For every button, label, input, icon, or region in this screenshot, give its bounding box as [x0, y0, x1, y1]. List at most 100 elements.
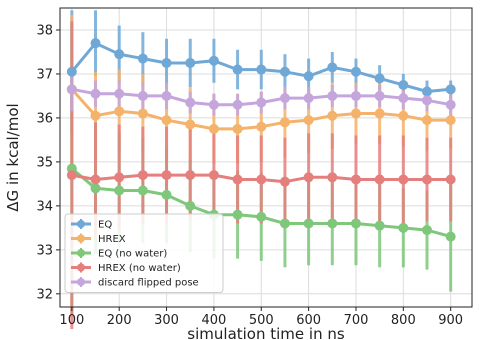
- y-tick-label: 32: [36, 287, 53, 302]
- data-point-eq: [398, 79, 409, 90]
- legend-swatch-marker-discard-flipped-pose: [77, 278, 85, 286]
- data-point-eq: [374, 73, 385, 84]
- data-point-hrex: [279, 117, 290, 128]
- data-point-discard-flipped-pose: [185, 97, 196, 108]
- data-point-eq-no-water: [90, 183, 101, 194]
- data-point-discard-flipped-pose: [90, 88, 101, 99]
- x-tick-label: 400: [201, 313, 226, 328]
- legend-box: [64, 213, 224, 293]
- data-point-discard-flipped-pose: [161, 90, 172, 101]
- legend-label-eq: EQ: [98, 220, 112, 231]
- data-point-eq-no-water: [422, 225, 433, 236]
- data-point-eq: [185, 57, 196, 68]
- data-point-discard-flipped-pose: [303, 93, 314, 104]
- data-point-eq: [90, 38, 101, 49]
- data-point-discard-flipped-pose: [374, 90, 385, 101]
- data-point-discard-flipped-pose: [422, 95, 433, 106]
- data-point-discard-flipped-pose: [350, 90, 361, 101]
- data-point-hrex-no-water: [161, 170, 172, 181]
- data-point-eq-no-water: [303, 218, 314, 229]
- data-point-eq-no-water: [350, 218, 361, 229]
- data-point-discard-flipped-pose: [327, 90, 338, 101]
- y-axis-ticks: 32 33 34 35 36 37 38: [36, 23, 60, 302]
- data-point-eq: [279, 66, 290, 77]
- data-point-hrex-no-water: [422, 174, 433, 185]
- data-point-discard-flipped-pose: [232, 99, 243, 110]
- data-point-hrex-no-water: [90, 174, 101, 185]
- data-point-eq-no-water: [185, 200, 196, 211]
- data-point-eq: [137, 53, 148, 64]
- data-point-hrex-no-water: [114, 172, 125, 183]
- legend-label-hrex: HREX: [98, 234, 126, 245]
- data-point-discard-flipped-pose: [208, 99, 219, 110]
- data-point-discard-flipped-pose: [66, 84, 77, 95]
- data-point-hrex-no-water: [398, 174, 409, 185]
- data-point-hrex-no-water: [256, 174, 267, 185]
- legend-swatch-marker-hrex-no-water: [77, 263, 85, 272]
- legend-swatch-marker-eq-no-water: [77, 249, 85, 257]
- data-point-hrex-no-water: [232, 174, 243, 185]
- data-point-hrex: [374, 108, 385, 119]
- data-point-eq-no-water: [445, 231, 456, 242]
- data-point-eq: [208, 55, 219, 66]
- data-point-eq-no-water: [232, 209, 243, 220]
- data-point-eq: [256, 64, 267, 75]
- data-point-hrex: [161, 115, 172, 126]
- legend-swatch-marker-hrex: [77, 234, 85, 243]
- x-tick-label: 800: [391, 313, 416, 328]
- data-point-discard-flipped-pose: [137, 90, 148, 101]
- y-tick-label: 38: [36, 23, 53, 38]
- x-tick-label: 700: [344, 313, 369, 328]
- data-point-hrex: [137, 108, 148, 119]
- data-point-eq: [161, 57, 172, 68]
- series-markers: [66, 38, 456, 242]
- data-point-hrex-no-water: [279, 176, 290, 187]
- y-axis-label: ΔG in kcal/mol: [4, 103, 22, 211]
- legend-label-discard-flipped-pose: discard flipped pose: [98, 278, 199, 289]
- data-point-eq: [114, 49, 125, 60]
- data-point-discard-flipped-pose: [445, 99, 456, 110]
- x-tick-label: 900: [438, 313, 463, 328]
- data-point-hrex: [114, 106, 125, 117]
- data-point-eq: [66, 66, 77, 77]
- data-point-hrex-no-water: [66, 170, 77, 181]
- data-point-eq-no-water: [137, 185, 148, 196]
- y-tick-label: 33: [36, 243, 53, 258]
- x-axis-ticks: 100 200 300 400 500 600 700 800 900: [59, 307, 463, 328]
- data-point-hrex-no-water: [208, 170, 219, 181]
- data-point-eq: [327, 62, 338, 73]
- x-tick-label: 100: [59, 313, 84, 328]
- data-point-hrex: [398, 110, 409, 121]
- data-point-hrex: [445, 115, 456, 126]
- data-point-hrex: [90, 110, 101, 121]
- data-point-hrex: [327, 110, 338, 121]
- data-point-hrex: [256, 121, 267, 132]
- x-tick-label: 300: [154, 313, 179, 328]
- legend-swatch-marker-eq: [77, 220, 85, 228]
- data-point-discard-flipped-pose: [279, 93, 290, 104]
- data-point-hrex-no-water: [350, 174, 361, 185]
- y-tick-label: 36: [36, 111, 53, 126]
- data-point-eq-no-water: [114, 185, 125, 196]
- x-axis-label: simulation time in ns: [187, 325, 345, 340]
- data-point-eq-no-water: [398, 222, 409, 233]
- data-point-eq: [422, 86, 433, 97]
- data-point-hrex: [422, 115, 433, 126]
- data-point-hrex: [350, 108, 361, 119]
- data-point-hrex: [232, 123, 243, 134]
- data-point-hrex: [208, 123, 219, 134]
- data-point-hrex-no-water: [185, 170, 196, 181]
- x-tick-label: 200: [107, 313, 132, 328]
- data-point-discard-flipped-pose: [398, 93, 409, 104]
- y-tick-label: 37: [36, 67, 53, 82]
- x-tick-label: 600: [296, 313, 321, 328]
- data-point-hrex-no-water: [327, 172, 338, 183]
- data-point-hrex-no-water: [374, 174, 385, 185]
- legend-label-hrex-no-water: HREX (no water): [98, 263, 181, 274]
- data-point-eq-no-water: [161, 189, 172, 200]
- data-point-eq-no-water: [256, 211, 267, 222]
- data-point-eq: [303, 71, 314, 82]
- data-point-eq-no-water: [279, 218, 290, 229]
- data-point-hrex: [303, 115, 314, 126]
